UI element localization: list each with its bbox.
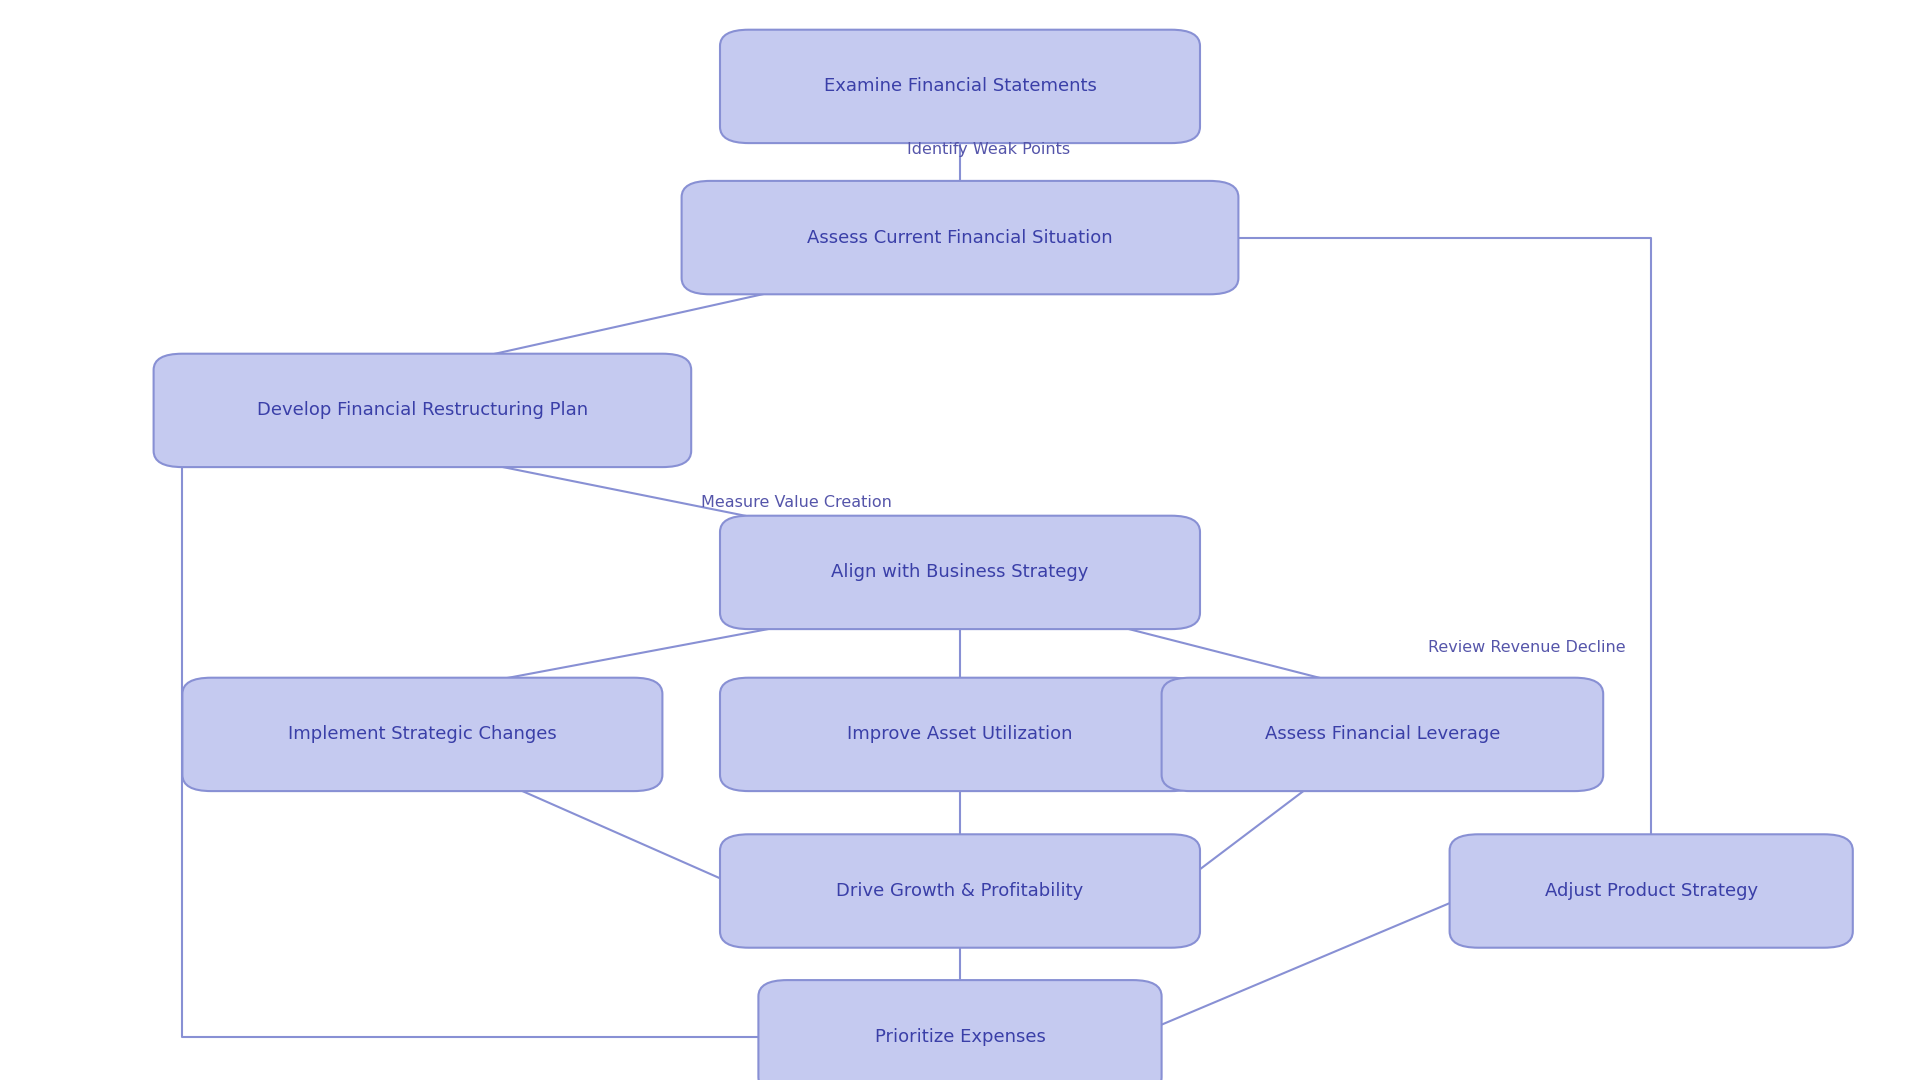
Text: Examine Financial Statements: Examine Financial Statements bbox=[824, 78, 1096, 95]
Text: Assess Financial Leverage: Assess Financial Leverage bbox=[1265, 726, 1500, 743]
FancyBboxPatch shape bbox=[182, 678, 662, 791]
Text: Measure Value Creation: Measure Value Creation bbox=[701, 495, 893, 510]
Text: Prioritize Expenses: Prioritize Expenses bbox=[876, 1028, 1044, 1045]
Text: Improve Asset Utilization: Improve Asset Utilization bbox=[847, 726, 1073, 743]
Text: Align with Business Strategy: Align with Business Strategy bbox=[831, 564, 1089, 581]
FancyBboxPatch shape bbox=[720, 834, 1200, 948]
Text: Develop Financial Restructuring Plan: Develop Financial Restructuring Plan bbox=[257, 402, 588, 419]
FancyBboxPatch shape bbox=[1450, 834, 1853, 948]
Text: Review Revenue Decline: Review Revenue Decline bbox=[1428, 640, 1624, 656]
Text: Identify Weak Points: Identify Weak Points bbox=[908, 141, 1069, 157]
FancyBboxPatch shape bbox=[758, 981, 1162, 1080]
Text: Implement Strategic Changes: Implement Strategic Changes bbox=[288, 726, 557, 743]
FancyBboxPatch shape bbox=[154, 354, 691, 467]
FancyBboxPatch shape bbox=[720, 678, 1200, 791]
Text: Assess Current Financial Situation: Assess Current Financial Situation bbox=[806, 229, 1114, 246]
FancyBboxPatch shape bbox=[682, 180, 1238, 294]
FancyBboxPatch shape bbox=[720, 29, 1200, 143]
FancyBboxPatch shape bbox=[1162, 678, 1603, 791]
Text: Adjust Product Strategy: Adjust Product Strategy bbox=[1544, 882, 1759, 900]
FancyBboxPatch shape bbox=[720, 516, 1200, 629]
Text: Drive Growth & Profitability: Drive Growth & Profitability bbox=[837, 882, 1083, 900]
